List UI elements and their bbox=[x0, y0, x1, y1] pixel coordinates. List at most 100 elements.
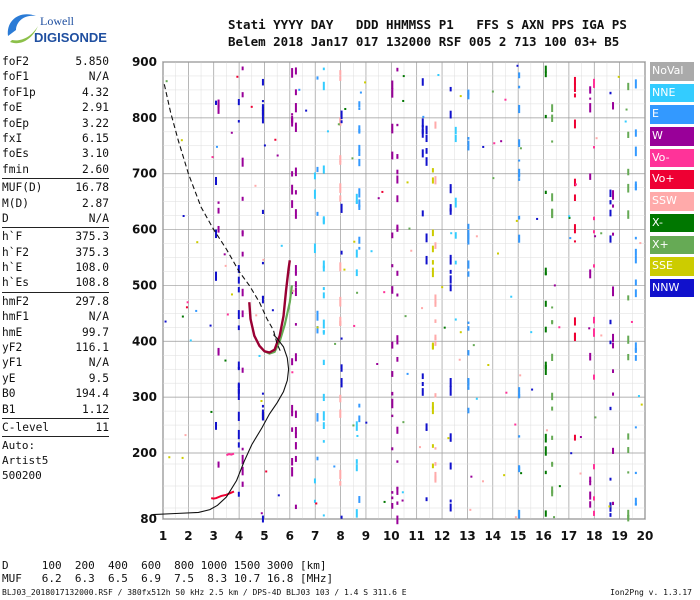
echo-point bbox=[340, 378, 343, 388]
echo-point bbox=[573, 240, 576, 243]
echo-point bbox=[241, 196, 244, 201]
echo-point bbox=[261, 209, 264, 214]
x-tick-label: 19 bbox=[611, 529, 628, 543]
param-name: D bbox=[2, 211, 9, 225]
echo-point bbox=[316, 76, 319, 80]
echo-point bbox=[217, 348, 220, 354]
param-row: MUF(D) 16.78 bbox=[2, 180, 109, 195]
echo-point bbox=[406, 372, 409, 375]
echo-point bbox=[574, 183, 577, 186]
echo-point bbox=[261, 110, 264, 114]
echo-point bbox=[589, 352, 592, 361]
echo-point bbox=[467, 321, 470, 324]
echo-point bbox=[634, 497, 637, 506]
echo-point bbox=[294, 265, 297, 274]
echo-point bbox=[475, 397, 478, 400]
echo-point bbox=[391, 371, 394, 377]
echo-point bbox=[358, 107, 361, 110]
echo-point bbox=[358, 236, 361, 244]
echo-point bbox=[339, 70, 342, 76]
echo-point bbox=[237, 411, 240, 421]
echo-point bbox=[482, 145, 485, 148]
echo-point bbox=[294, 442, 297, 450]
echo-point bbox=[467, 350, 470, 356]
echo-point bbox=[294, 89, 297, 96]
echo-point bbox=[237, 120, 240, 123]
echo-point bbox=[215, 229, 218, 239]
echo-point bbox=[261, 78, 264, 86]
echo-point bbox=[551, 486, 554, 494]
echo-point bbox=[544, 433, 547, 443]
echo-point bbox=[627, 335, 630, 344]
echo-point bbox=[291, 457, 294, 466]
echo-point bbox=[421, 307, 424, 310]
echo-point bbox=[431, 229, 434, 237]
echo-point bbox=[294, 287, 297, 297]
echo-point bbox=[579, 472, 582, 475]
echo-point bbox=[241, 310, 244, 318]
echo-point bbox=[322, 165, 325, 174]
echo-point bbox=[551, 462, 554, 467]
echo-point bbox=[261, 100, 264, 103]
echo-point bbox=[612, 286, 615, 297]
echo-point bbox=[168, 456, 171, 459]
echo-point bbox=[609, 319, 612, 325]
echo-point bbox=[467, 235, 470, 245]
echo-point bbox=[454, 318, 457, 321]
echo-point bbox=[396, 293, 399, 297]
echo-point bbox=[339, 480, 342, 486]
echo-point bbox=[396, 226, 399, 232]
echo-point bbox=[449, 433, 452, 442]
echo-point bbox=[241, 481, 244, 487]
echo-point bbox=[536, 217, 539, 220]
echo-point bbox=[454, 260, 457, 265]
param-row: foEp 3.22 bbox=[2, 116, 109, 131]
echo-point bbox=[425, 255, 428, 265]
echo-point bbox=[339, 409, 342, 418]
echo-point bbox=[271, 309, 274, 312]
echo-point bbox=[425, 157, 428, 166]
echo-point bbox=[261, 112, 264, 116]
echo-point bbox=[589, 173, 592, 180]
echo-point bbox=[322, 411, 325, 421]
x-tick-label: 10 bbox=[383, 529, 400, 543]
echo-point bbox=[396, 156, 399, 159]
echo-point bbox=[449, 86, 452, 92]
echo-point bbox=[340, 203, 343, 213]
echo-point bbox=[410, 249, 413, 252]
echo-point bbox=[544, 446, 547, 456]
scaled-parameters-panel: foF2 5.850 foF1 N/A foF1p 4.32 foE 2.91 foEp 3.22… bbox=[2, 54, 109, 483]
echo-point bbox=[544, 71, 547, 78]
echo-point bbox=[518, 465, 521, 473]
distance-row: D 100 200 400 600 800 1000 1500 3000 [km… bbox=[2, 559, 327, 572]
echo-point bbox=[189, 339, 192, 342]
echo-point bbox=[515, 219, 518, 222]
echo-point bbox=[182, 215, 185, 218]
echo-point bbox=[592, 230, 595, 234]
param-value: 4.32 bbox=[82, 85, 109, 99]
echo-point bbox=[344, 107, 347, 110]
echo-point bbox=[551, 435, 554, 440]
echo-point bbox=[467, 140, 470, 151]
x-tick-label: 15 bbox=[510, 529, 527, 543]
echo-point bbox=[294, 426, 297, 435]
echo-point bbox=[355, 421, 358, 431]
param-name: yE bbox=[2, 371, 16, 385]
file-info: BLJ03_2018017132000.RSF / 380fx512h 50 k… bbox=[2, 588, 407, 597]
param-name: hmF1 bbox=[2, 310, 29, 324]
echo-point bbox=[434, 301, 437, 307]
echo-point bbox=[316, 310, 319, 321]
echo-point bbox=[431, 168, 434, 173]
echo-point bbox=[241, 454, 244, 465]
echo-point bbox=[355, 249, 358, 258]
echo-point bbox=[421, 149, 424, 158]
echo-point bbox=[431, 267, 434, 278]
echo-point bbox=[422, 115, 425, 118]
echo-point bbox=[434, 334, 437, 341]
echo-point bbox=[589, 476, 592, 482]
echo-point bbox=[402, 421, 405, 424]
echo-point bbox=[402, 99, 405, 102]
echo-point bbox=[467, 271, 470, 277]
echo-point bbox=[396, 175, 399, 184]
echo-point bbox=[449, 499, 452, 503]
